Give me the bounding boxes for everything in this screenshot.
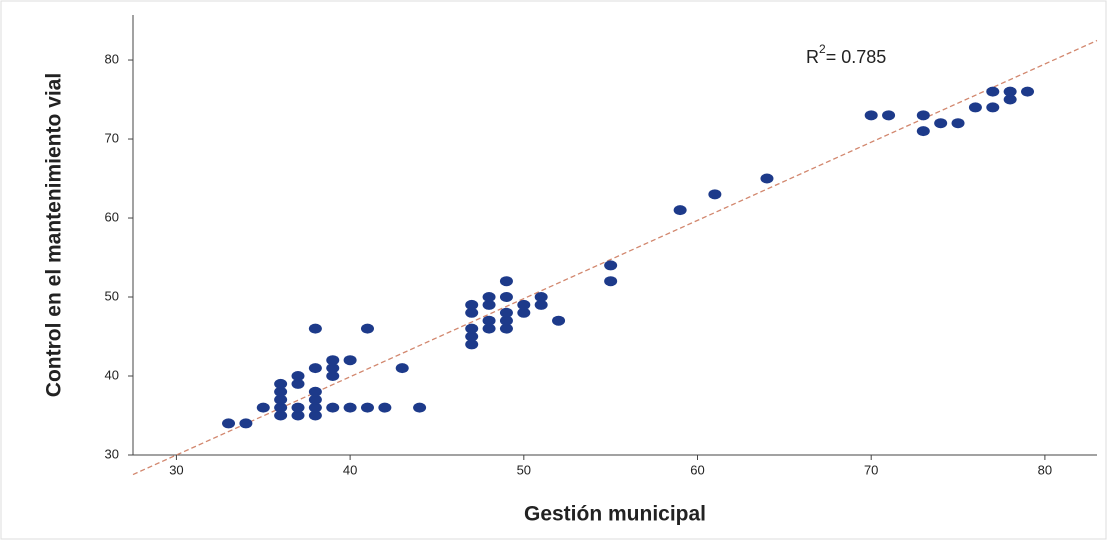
x-axis-label: Gestión municipal <box>524 503 706 526</box>
point <box>499 276 513 287</box>
point <box>604 276 618 287</box>
point <box>1003 94 1017 105</box>
y-tick-label: 60 <box>105 209 119 224</box>
point <box>291 402 305 413</box>
point <box>465 323 479 334</box>
x-tick-label: 70 <box>864 462 878 477</box>
x-tick-label: 50 <box>517 462 531 477</box>
point <box>326 371 340 382</box>
point <box>517 307 531 318</box>
point <box>222 418 236 429</box>
point <box>274 394 288 405</box>
point <box>968 102 982 113</box>
point <box>465 331 479 342</box>
point <box>465 307 479 318</box>
x-tick-label: 60 <box>690 462 704 477</box>
point <box>326 402 340 413</box>
annotation-base: R <box>806 47 819 67</box>
point <box>482 299 496 310</box>
point <box>604 260 618 271</box>
point <box>274 378 288 389</box>
point <box>308 410 322 421</box>
fit-line <box>132 39 1098 476</box>
point <box>534 299 548 310</box>
point <box>482 292 496 303</box>
point <box>951 118 965 129</box>
point <box>499 307 513 318</box>
point <box>934 118 948 129</box>
point <box>708 189 722 200</box>
point <box>308 386 322 397</box>
point <box>986 102 1000 113</box>
point <box>395 363 409 374</box>
y-tick-label: 30 <box>105 446 119 461</box>
point <box>864 110 878 121</box>
point <box>291 378 305 389</box>
point <box>308 394 322 405</box>
point <box>274 410 288 421</box>
point <box>1021 86 1035 97</box>
point <box>673 205 687 216</box>
annotation-sup: 2 <box>819 42 826 56</box>
point <box>499 315 513 326</box>
point <box>378 402 392 413</box>
point <box>517 299 531 310</box>
y-tick-label: 50 <box>105 288 119 303</box>
point <box>413 402 427 413</box>
point <box>256 402 270 413</box>
point <box>534 292 548 303</box>
point <box>465 339 479 350</box>
point <box>326 363 340 374</box>
x-tick-label: 30 <box>169 462 183 477</box>
point <box>308 323 322 334</box>
point <box>916 126 930 137</box>
point <box>882 110 896 121</box>
point <box>360 402 374 413</box>
point <box>760 173 774 184</box>
point <box>360 323 374 334</box>
point <box>343 355 357 366</box>
point <box>499 292 513 303</box>
point <box>308 363 322 374</box>
point <box>239 418 253 429</box>
annotation-text: = 0.785 <box>826 47 887 67</box>
x-tick-label: 80 <box>1038 462 1052 477</box>
point <box>482 315 496 326</box>
point <box>1003 86 1017 97</box>
y-axis-label: Control en el mantenimiento vial <box>43 73 66 397</box>
point <box>916 110 930 121</box>
point <box>326 355 340 366</box>
point <box>499 323 513 334</box>
point <box>343 402 357 413</box>
y-tick-label: 40 <box>105 367 119 382</box>
point <box>291 410 305 421</box>
y-tick-label: 80 <box>105 51 119 66</box>
point <box>274 402 288 413</box>
point <box>482 323 496 334</box>
point <box>552 315 566 326</box>
x-tick-label: 40 <box>343 462 357 477</box>
point <box>986 86 1000 97</box>
point <box>291 371 305 382</box>
y-tick-label: 70 <box>105 130 119 145</box>
annotation: R2= 0.785 <box>806 42 886 67</box>
point <box>465 299 479 310</box>
point <box>308 402 322 413</box>
point <box>274 386 288 397</box>
